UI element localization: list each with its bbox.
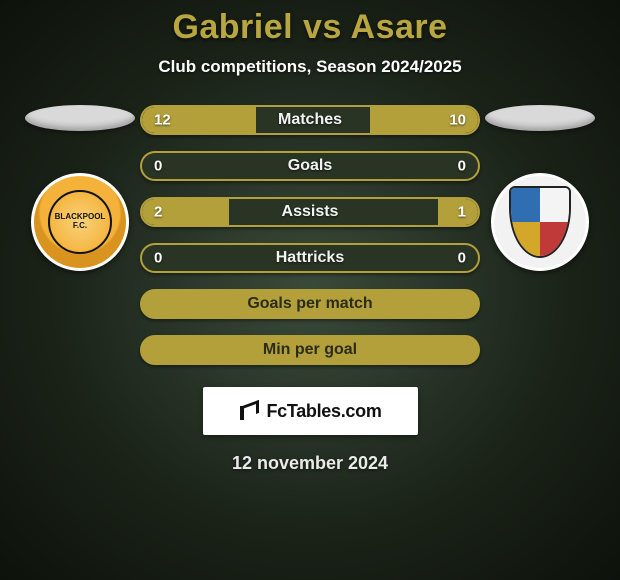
brand-text: FcTables.com [266, 401, 381, 422]
stat-label: Assists [282, 203, 339, 221]
stat-row-assists: 2 Assists 1 [140, 197, 480, 227]
stat-label: Matches [278, 111, 342, 129]
subtitle: Club competitions, Season 2024/2025 [158, 57, 461, 77]
snapshot-date: 12 november 2024 [232, 453, 388, 474]
stat-value-left: 2 [154, 204, 162, 221]
left-club-crest[interactable]: BLACKPOOLF.C. [31, 173, 129, 271]
stat-value-left: 12 [154, 112, 171, 129]
stat-row-hattricks: 0 Hattricks 0 [140, 243, 480, 273]
stat-row-gpm: Goals per match [140, 289, 480, 319]
brand-badge[interactable]: FcTables.com [203, 387, 418, 435]
main-row: BLACKPOOLF.C. 12 Matches 10 0 Goals 0 [0, 105, 620, 365]
left-side: BLACKPOOLF.C. [20, 105, 140, 271]
stat-label: Hattricks [276, 249, 344, 267]
stat-label: Goals per match [247, 295, 372, 313]
stat-value-right: 0 [458, 250, 466, 267]
shield-icon [509, 186, 571, 258]
left-platform [25, 105, 135, 131]
page-title: Gabriel vs Asare [172, 8, 447, 47]
stat-value-left: 0 [154, 158, 162, 175]
crest-inner: BLACKPOOLF.C. [48, 190, 112, 254]
crest-text: BLACKPOOLF.C. [55, 213, 106, 231]
right-platform [485, 105, 595, 131]
right-side [480, 105, 600, 271]
stat-value-right: 1 [458, 204, 466, 221]
chart-icon [238, 400, 260, 422]
stat-row-goals: 0 Goals 0 [140, 151, 480, 181]
stat-value-left: 0 [154, 250, 162, 267]
stats-column: 12 Matches 10 0 Goals 0 2 Assists 1 [140, 105, 480, 365]
stat-row-matches: 12 Matches 10 [140, 105, 480, 135]
comparison-card: Gabriel vs Asare Club competitions, Seas… [0, 0, 620, 580]
right-club-crest[interactable] [491, 173, 589, 271]
stat-value-right: 0 [458, 158, 466, 175]
stat-label: Min per goal [263, 341, 357, 359]
stat-row-mpg: Min per goal [140, 335, 480, 365]
stat-value-right: 10 [449, 112, 466, 129]
stat-label: Goals [288, 157, 332, 175]
